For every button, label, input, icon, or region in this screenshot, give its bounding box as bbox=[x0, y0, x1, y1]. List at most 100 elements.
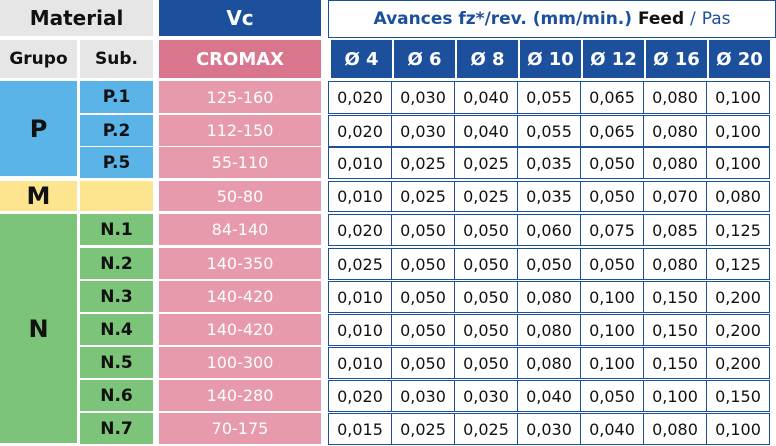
vc-range-cell: 140-420 bbox=[159, 314, 321, 345]
feed-value-cell: 0,050 bbox=[391, 314, 455, 346]
subgroup-cell: N.6 bbox=[80, 380, 153, 411]
feed-value-cell: 0,080 bbox=[643, 115, 707, 147]
feed-value-cell: 0,030 bbox=[391, 115, 455, 147]
diameter-header: Ø 12 bbox=[583, 40, 644, 78]
subgroup-cell bbox=[80, 181, 153, 211]
subgroup-cell: N.1 bbox=[80, 214, 153, 245]
feed-value-cell: 0,025 bbox=[391, 413, 455, 445]
feed-value-cell: 0,125 bbox=[706, 214, 770, 246]
feed-value-cell: 0,040 bbox=[454, 115, 518, 147]
feed-value-cell: 0,080 bbox=[643, 248, 707, 280]
feed-value-cell: 0,050 bbox=[454, 314, 518, 346]
feed-value-cell: 0,050 bbox=[580, 181, 644, 212]
vc-range-cell: 100-300 bbox=[159, 347, 321, 378]
subgroup-cell: N.3 bbox=[80, 281, 153, 312]
vc-range-cell: 140-350 bbox=[159, 248, 321, 279]
vc-range-cell: 125-160 bbox=[159, 81, 321, 113]
feed-value-cell: 0,100 bbox=[706, 81, 770, 114]
feed-value-cell: 0,080 bbox=[517, 347, 581, 379]
feed-value-cell: 0,200 bbox=[706, 314, 770, 346]
group-cell-m: M bbox=[0, 181, 77, 211]
subgroup-cell: P.5 bbox=[80, 147, 153, 178]
feed-header-en: Feed bbox=[637, 9, 685, 29]
feed-value-cell: 0,010 bbox=[328, 181, 392, 212]
subgroup-cell: N.5 bbox=[80, 347, 153, 378]
feed-header-fr: Pas bbox=[701, 9, 731, 29]
feed-value-cell: 0,025 bbox=[454, 181, 518, 212]
feed-value-cell: 0,030 bbox=[517, 413, 581, 445]
feed-value-cell: 0,150 bbox=[643, 347, 707, 379]
vc-header: Vc bbox=[159, 0, 321, 36]
feed-header-main: Avances fz*/rev. (mm/min.) bbox=[373, 9, 633, 29]
feed-value-cell: 0,125 bbox=[706, 248, 770, 280]
vc-range-cell: 84-140 bbox=[159, 214, 321, 245]
feed-value-cell: 0,010 bbox=[328, 147, 392, 179]
diameter-header: Ø 8 bbox=[457, 40, 518, 78]
feed-value-cell: 0,050 bbox=[454, 281, 518, 313]
feed-value-cell: 0,055 bbox=[517, 115, 581, 147]
feed-value-cell: 0,020 bbox=[328, 81, 392, 114]
cromax-header: CROMAX bbox=[159, 40, 321, 78]
feed-value-cell: 0,050 bbox=[454, 214, 518, 246]
feed-value-cell: 0,050 bbox=[517, 248, 581, 280]
feed-value-cell: 0,050 bbox=[580, 248, 644, 280]
feed-value-cell: 0,200 bbox=[706, 347, 770, 379]
feed-value-cell: 0,100 bbox=[706, 115, 770, 147]
feed-value-cell: 0,030 bbox=[454, 380, 518, 412]
feed-value-cell: 0,050 bbox=[580, 147, 644, 179]
feed-value-cell: 0,010 bbox=[328, 281, 392, 313]
feed-value-cell: 0,080 bbox=[643, 413, 707, 445]
subgroup-cell: P.2 bbox=[80, 115, 153, 146]
feed-value-cell: 0,080 bbox=[706, 181, 770, 212]
feed-value-cell: 0,025 bbox=[454, 147, 518, 179]
feed-value-cell: 0,050 bbox=[454, 347, 518, 379]
feed-value-cell: 0,050 bbox=[454, 248, 518, 280]
vc-range-cell: 50-80 bbox=[159, 181, 321, 211]
feed-value-cell: 0,050 bbox=[580, 380, 644, 412]
feed-value-cell: 0,025 bbox=[328, 248, 392, 280]
sub-header: Sub. bbox=[80, 40, 153, 78]
feed-header: Avances fz*/rev. (mm/min.) Feed / Pas bbox=[328, 0, 776, 38]
feed-value-cell: 0,080 bbox=[643, 81, 707, 114]
feed-value-cell: 0,100 bbox=[706, 413, 770, 445]
vc-range-cell: 112-150 bbox=[159, 115, 321, 146]
group-cell-p: P bbox=[0, 81, 77, 176]
feed-value-cell: 0,030 bbox=[391, 380, 455, 412]
feed-value-cell: 0,065 bbox=[580, 115, 644, 147]
feed-value-cell: 0,150 bbox=[706, 380, 770, 412]
group-cell-n: N bbox=[0, 214, 77, 443]
feed-value-cell: 0,015 bbox=[328, 413, 392, 445]
feed-value-cell: 0,040 bbox=[517, 380, 581, 412]
feed-value-cell: 0,010 bbox=[328, 314, 392, 346]
vc-range-cell: 70-175 bbox=[159, 413, 321, 444]
feed-value-cell: 0,020 bbox=[328, 380, 392, 412]
feed-value-cell: 0,040 bbox=[454, 81, 518, 114]
feed-value-cell: 0,050 bbox=[391, 347, 455, 379]
feed-value-cell: 0,050 bbox=[391, 281, 455, 313]
feed-value-cell: 0,055 bbox=[517, 81, 581, 114]
feed-value-cell: 0,100 bbox=[706, 147, 770, 179]
subgroup-cell: N.7 bbox=[80, 413, 153, 444]
diameter-header: Ø 20 bbox=[709, 40, 770, 78]
grupo-header: Grupo bbox=[0, 40, 77, 78]
vc-range-cell: 140-420 bbox=[159, 281, 321, 312]
feed-value-cell: 0,065 bbox=[580, 81, 644, 114]
feed-value-cell: 0,035 bbox=[517, 181, 581, 212]
subgroup-cell: N.4 bbox=[80, 314, 153, 345]
feed-value-cell: 0,150 bbox=[643, 281, 707, 313]
subgroup-cell: P.1 bbox=[80, 81, 153, 113]
subgroup-cell: N.2 bbox=[80, 248, 153, 279]
feed-value-cell: 0,040 bbox=[580, 413, 644, 445]
feed-value-cell: 0,025 bbox=[454, 413, 518, 445]
feed-value-cell: 0,020 bbox=[328, 115, 392, 147]
vc-range-cell: 55-110 bbox=[159, 147, 321, 178]
feed-value-cell: 0,080 bbox=[517, 281, 581, 313]
feed-value-cell: 0,010 bbox=[328, 347, 392, 379]
feed-header-sep: / bbox=[690, 9, 696, 29]
feed-value-cell: 0,020 bbox=[328, 214, 392, 246]
feed-value-cell: 0,100 bbox=[580, 314, 644, 346]
feed-value-cell: 0,075 bbox=[580, 214, 644, 246]
feed-value-cell: 0,050 bbox=[391, 248, 455, 280]
feed-value-cell: 0,100 bbox=[580, 281, 644, 313]
